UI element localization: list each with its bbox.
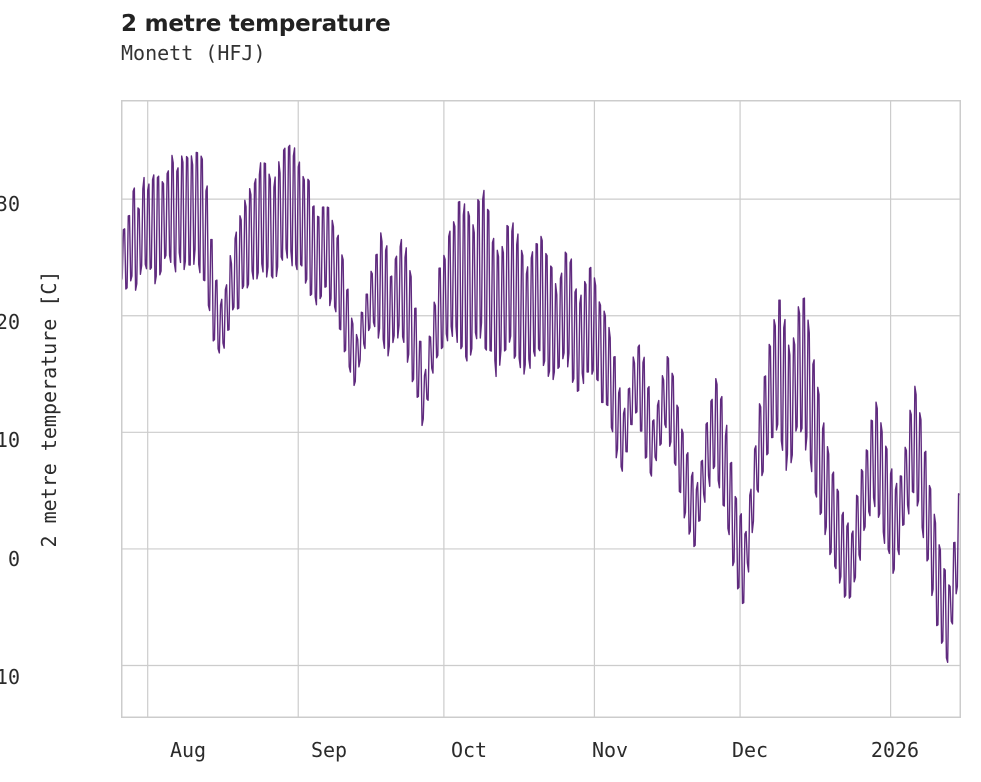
x-tick-label-sep: Sep: [310, 738, 348, 762]
y-tick-label-0: 0: [7, 547, 20, 571]
y-tick-label-30: 30: [0, 192, 20, 216]
x-tick-label-nov: Nov: [591, 738, 629, 762]
y-tick-label-20: 20: [0, 310, 20, 334]
y-axis-label: 2 metre temperature [C]: [37, 270, 61, 548]
plot-area: [121, 100, 961, 718]
x-tick-label-aug: Aug: [169, 738, 207, 762]
temperature-line-chart: [121, 100, 961, 718]
y-tick-label-10: 10: [0, 428, 20, 452]
grid-lines: [121, 100, 961, 718]
title-block: 2 metre temperature Monett (HFJ): [121, 10, 821, 66]
plot-frame: [121, 100, 961, 718]
y-tick-label-minus10: −10: [0, 665, 20, 689]
temperature-series-line: [121, 144, 961, 664]
x-tick-label-2026: 2026: [870, 738, 920, 762]
chart-subtitle: Monett (HFJ): [121, 41, 266, 65]
x-tick-label-oct: Oct: [450, 738, 488, 762]
page-title: 2 metre temperature: [121, 11, 391, 37]
x-tick-label-dec: Dec: [731, 738, 769, 762]
